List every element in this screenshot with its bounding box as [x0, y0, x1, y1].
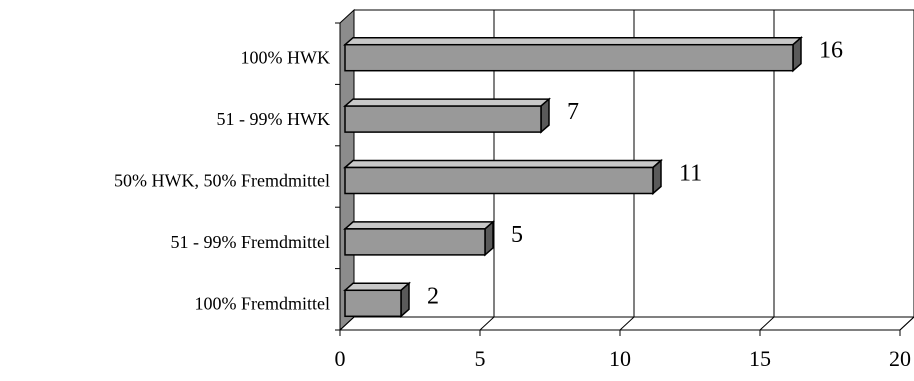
data-label: 11 — [679, 161, 702, 187]
category-label: 100% Fremdmittel — [195, 293, 330, 313]
floor-gridline-15 — [759, 316, 775, 331]
category-label: 51 - 99% Fremdmittel — [171, 232, 330, 252]
floor-gridline-10 — [619, 316, 635, 331]
category-labels: 100% HWK 51 - 99% HWK 50% HWK, 50% Fremdmi… — [114, 48, 330, 314]
bar-front — [344, 228, 486, 256]
category-label: 50% HWK, 50% Fremdmittel — [114, 171, 330, 191]
floor-gridline-0 — [339, 316, 355, 331]
x-tick-label: 20 — [889, 346, 911, 371]
bar-3 — [343, 158, 663, 196]
data-label: 16 — [819, 38, 843, 64]
bar-front — [344, 289, 402, 318]
floor-gridline-5 — [479, 316, 495, 331]
x-tick-label: 10 — [609, 346, 631, 371]
floor-right-edge — [899, 316, 914, 331]
bar-1 — [343, 36, 803, 73]
chart-floor — [335, 22, 914, 336]
data-label: 2 — [427, 283, 439, 309]
bar-top — [343, 36, 803, 46]
bar-2 — [343, 97, 551, 134]
x-tick-label: 0 — [335, 346, 346, 371]
bar-top — [343, 282, 411, 292]
x-tick-label: 15 — [749, 346, 771, 371]
bars — [343, 36, 803, 318]
bar-front — [344, 43, 794, 72]
bar-front — [344, 166, 654, 195]
bar-top — [343, 98, 551, 107]
category-label: 51 - 99% HWK — [217, 109, 330, 129]
x-tick-label: 5 — [475, 346, 486, 371]
data-label: 5 — [511, 222, 523, 248]
data-labels: 16 7 11 5 2 — [427, 38, 843, 310]
data-label: 7 — [567, 99, 579, 125]
bar-4 — [343, 220, 495, 257]
bar-top — [343, 221, 495, 230]
bar-front — [344, 105, 542, 133]
bar-5 — [343, 281, 411, 318]
x-tick-labels: 0 5 10 15 20 — [335, 346, 912, 371]
category-label: 100% HWK — [241, 48, 330, 68]
bar-top — [343, 159, 663, 169]
